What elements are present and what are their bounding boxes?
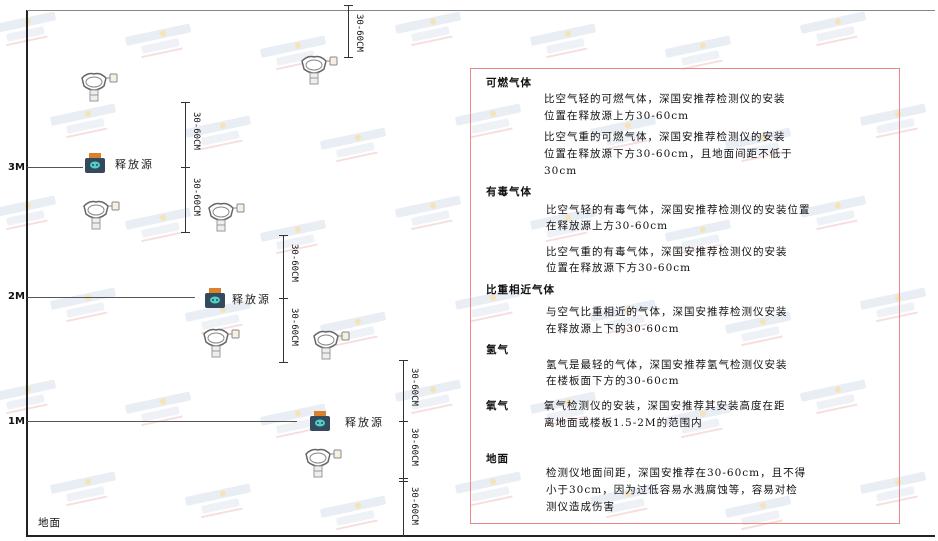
- release-source-label: 释放源: [232, 293, 271, 306]
- watermark-logo: [317, 492, 393, 540]
- note-oxygen-title: 氧气: [486, 400, 509, 412]
- wall-line: [26, 10, 28, 537]
- dimension-tick: [399, 360, 408, 361]
- gas-detector-icon: [310, 330, 350, 362]
- level-line-2m: [27, 297, 195, 298]
- note-flammable-heavy-2: 位置在释放源下方30-60cm，且地面间距不低于: [544, 148, 793, 160]
- dimension-tick: [399, 481, 408, 482]
- release-source-icon: [83, 152, 107, 174]
- note-ground-3: 测仪造成伤害: [546, 501, 615, 513]
- dimension-label: 30-60CM: [409, 487, 419, 525]
- dimension-line: [403, 360, 404, 537]
- dimension-label: 30-60CM: [409, 428, 419, 466]
- gas-detector-icon: [205, 202, 245, 234]
- release-source-icon: [203, 287, 227, 309]
- dimension-label: 30-60CM: [191, 178, 201, 216]
- ceiling-line: [27, 10, 935, 11]
- watermark-logo: [317, 124, 393, 172]
- note-hydrogen-title: 氢气: [486, 344, 509, 356]
- note-ground-title: 地面: [486, 453, 509, 465]
- note-hydrogen-2: 在楼板面下方的30-60cm: [546, 375, 680, 387]
- dimension-label: 30-60CM: [289, 308, 299, 346]
- watermark-logo: [47, 100, 123, 148]
- dimension-tick: [279, 362, 288, 363]
- dimension-tick: [181, 232, 190, 233]
- gas-detector-icon: [302, 448, 342, 480]
- note-flammable-light-1: 比空气轻的可燃气体，深国安推荐检测仪的安装: [544, 93, 786, 105]
- note-ground-1: 检测仪地面间距，深国安推荐在30-60cm，且不得: [546, 467, 807, 479]
- notes-box: [470, 68, 900, 524]
- level-2m: 2M: [8, 291, 25, 302]
- release-source-icon: [308, 410, 332, 432]
- watermark-logo: [0, 8, 63, 56]
- level-1m: 1M: [8, 416, 25, 427]
- gas-detector-icon: [200, 328, 240, 360]
- watermark-logo: [392, 8, 468, 56]
- watermark-logo: [527, 20, 603, 68]
- watermark-logo: [122, 388, 198, 436]
- dimension-tick: [399, 421, 408, 422]
- note-hydrogen-1: 氢气是最轻的气体，深国安推荐氢气检测仪安装: [546, 359, 788, 371]
- level-3m: 3M: [8, 162, 25, 173]
- note-similar-1: 与空气比重相近的气体，深国安推荐检测仪安装: [546, 306, 788, 318]
- note-toxic-light-2: 在释放源上方30-60cm: [546, 220, 669, 232]
- note-ground-2: 小于30cm，因为过低容易水溅腐蚀等，容易对检: [546, 484, 798, 496]
- dimension-label: 30-60CM: [289, 244, 299, 282]
- watermark-logo: [47, 468, 123, 516]
- note-toxic-title: 有毒气体: [486, 186, 532, 198]
- gas-detector-icon: [80, 200, 120, 232]
- gas-detector-icon: [78, 72, 118, 104]
- watermark-logo: [797, 8, 873, 56]
- level-line-1m: [27, 421, 297, 422]
- dimension-label: 30-60CM: [191, 112, 201, 150]
- note-flammable-light-2: 位置在释放源上方30-60cm: [544, 110, 690, 122]
- dimension-line: [348, 5, 349, 57]
- note-flammable-heavy-1: 比空气重的可燃气体，深国安推荐检测仪的安装: [544, 131, 786, 143]
- watermark-logo: [0, 192, 63, 240]
- note-toxic-heavy-2: 位置在释放源下方30-60cm: [546, 262, 692, 274]
- level-line-3m: [27, 167, 83, 168]
- watermark-logo: [122, 204, 198, 252]
- gas-detector-icon: [298, 55, 338, 87]
- note-toxic-heavy-1: 比空气重的有毒气体，深国安推荐检测仪的安装: [546, 246, 788, 258]
- note-oxygen-1: 氧气检测仪的安装，深国安推荐其安装高度在距: [544, 400, 786, 412]
- dimension-label: 30-60CM: [354, 14, 364, 52]
- ground-label: 地面: [38, 517, 61, 529]
- watermark-logo: [47, 284, 123, 332]
- dimension-tick: [181, 167, 190, 168]
- watermark-logo: [392, 192, 468, 240]
- release-source-label: 释放源: [115, 158, 154, 171]
- dimension-tick: [344, 5, 353, 6]
- watermark-logo: [122, 20, 198, 68]
- note-oxygen-2: 离地面或楼板1.5-2M的范围内: [544, 417, 703, 429]
- dimension-tick: [279, 235, 288, 236]
- note-flammable-heavy-3: 30cm: [544, 165, 578, 177]
- dimension-label: 30-60CM: [409, 368, 419, 406]
- note-toxic-light-1: 比空气轻的有毒气体，深国安推荐检测仪的安装位置: [546, 204, 811, 216]
- note-similar-title: 比重相近气体: [486, 284, 555, 296]
- dimension-tick: [344, 57, 353, 58]
- release-source-label: 释放源: [345, 416, 384, 429]
- watermark-logo: [182, 480, 258, 528]
- floor-line: [27, 535, 935, 537]
- dimension-tick: [279, 298, 288, 299]
- note-similar-2: 在释放源上下的30-60cm: [546, 323, 680, 335]
- dimension-tick: [181, 102, 190, 103]
- note-flammable-title: 可燃气体: [486, 77, 532, 89]
- dimension-tick: [399, 478, 408, 479]
